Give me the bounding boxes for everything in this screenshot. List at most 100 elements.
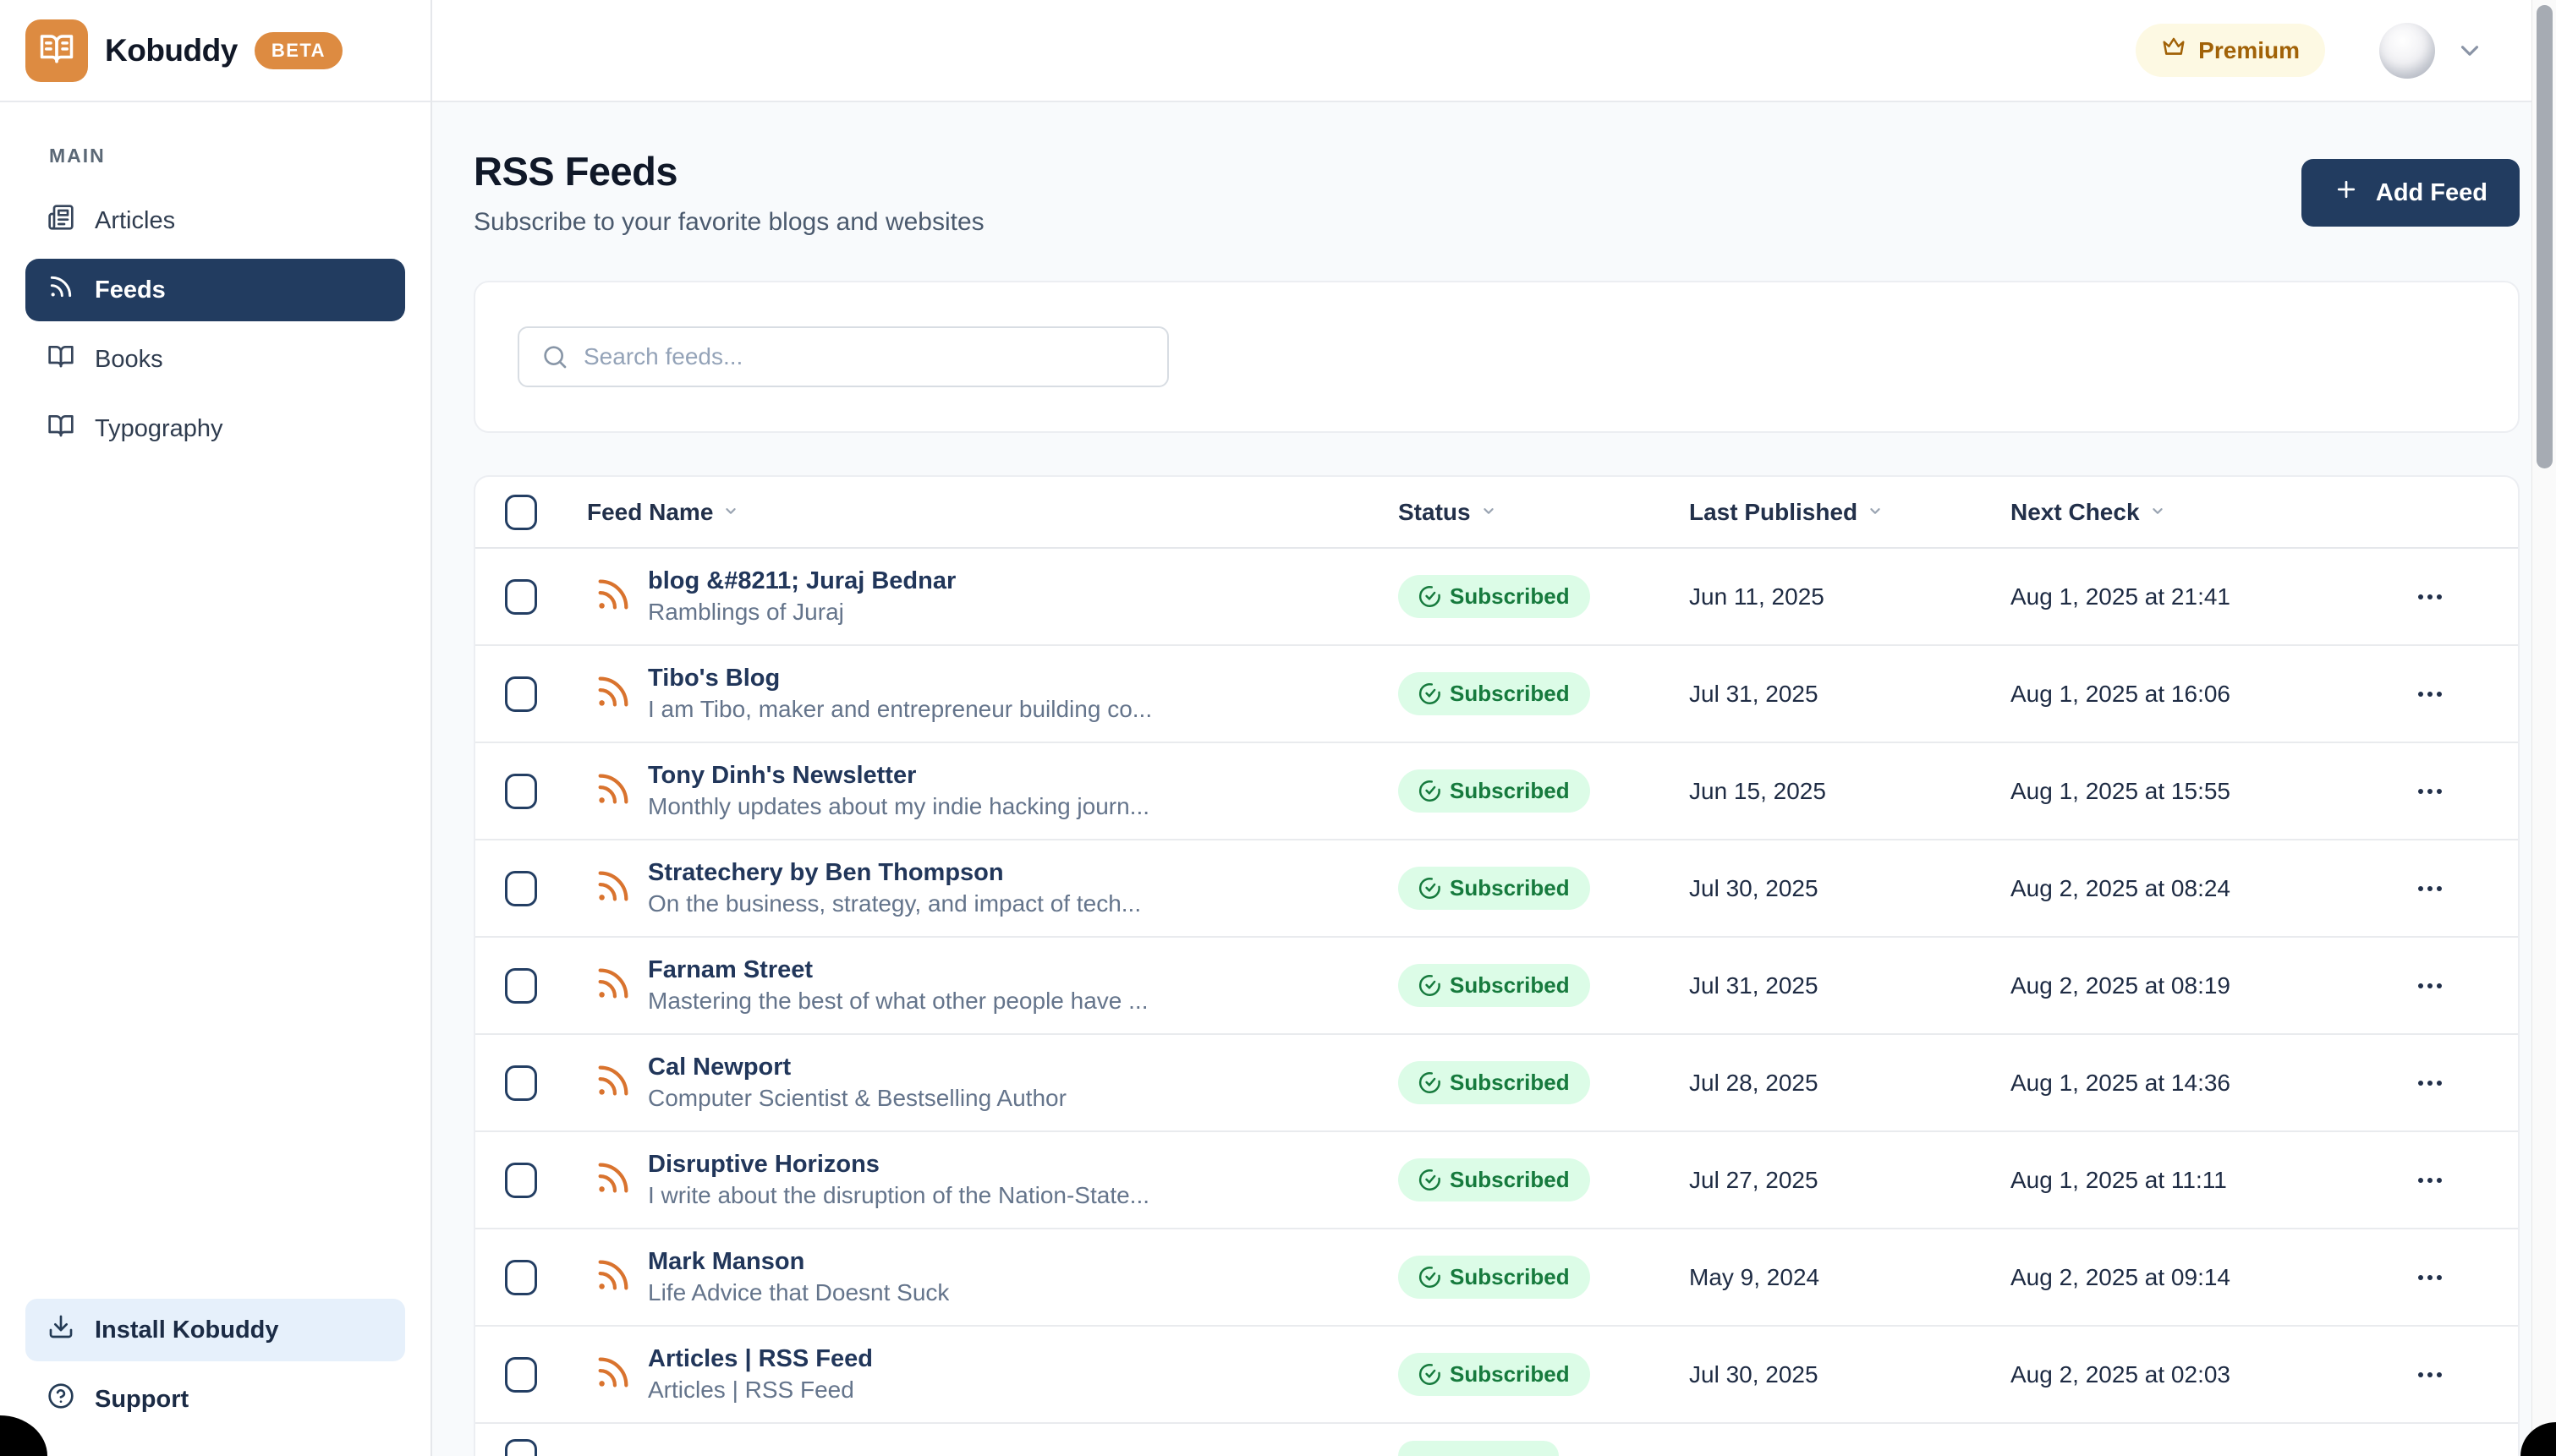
- table-row: Tibo's Blog I am Tibo, maker and entrepr…: [475, 646, 2518, 743]
- sidebar-item-label: Typography: [95, 414, 223, 442]
- footer-item-label: Install Kobuddy: [95, 1316, 279, 1344]
- sidebar-item-typography[interactable]: Typography: [25, 397, 405, 460]
- search-input[interactable]: [518, 326, 1169, 387]
- row-checkbox[interactable]: [505, 1356, 537, 1393]
- row-actions-button[interactable]: [2407, 583, 2453, 610]
- scrollbar-track[interactable]: [2531, 0, 2556, 1456]
- app-logo[interactable]: [25, 19, 88, 82]
- next-check: Aug 1, 2025 at 14:36: [2010, 1069, 2230, 1096]
- status-badge: Subscribed: [1398, 867, 1590, 910]
- search-card: [474, 281, 2520, 433]
- select-all-checkbox[interactable]: [505, 494, 537, 530]
- book-open-icon: [47, 412, 74, 446]
- rss-icon: [594, 575, 633, 618]
- feed-title[interactable]: Tibo's Blog: [648, 665, 781, 692]
- row-actions-button[interactable]: [2407, 1167, 2453, 1194]
- chevron-down-icon: [1866, 499, 1884, 526]
- row-checkbox[interactable]: [505, 967, 537, 1004]
- row-checkbox[interactable]: [505, 870, 537, 906]
- user-menu-chevron[interactable]: [2455, 36, 2484, 65]
- support-button[interactable]: Support: [25, 1368, 405, 1431]
- row-checkbox[interactable]: [505, 1162, 537, 1198]
- row-checkbox[interactable]: [505, 578, 537, 615]
- column-header-feed-name[interactable]: Feed Name: [587, 499, 1398, 526]
- feed-title[interactable]: Mark Manson: [648, 1248, 805, 1275]
- feed-title[interactable]: blog &#8211; Juraj Bednar: [648, 567, 957, 594]
- table-row: blog &#8211; Juraj Bednar Ramblings of J…: [475, 549, 2518, 646]
- page-title: RSS Feeds: [474, 149, 678, 194]
- scrollbar-thumb[interactable]: [2537, 5, 2553, 468]
- feed-description: Computer Scientist & Bestselling Author: [648, 1085, 1067, 1111]
- status-badge-label: Subscribed: [1450, 1167, 1570, 1192]
- sidebar-footer: Install Kobuddy Support: [0, 1299, 431, 1456]
- ellipsis-icon: [2416, 884, 2444, 894]
- install-kobuddy-button[interactable]: Install Kobuddy: [25, 1299, 405, 1361]
- premium-badge[interactable]: Premium: [2136, 24, 2325, 77]
- status-badge-label: Subscribed: [1450, 1361, 1570, 1387]
- table-row: Articles | RSS Feed Articles | RSS Feed …: [475, 1327, 2518, 1424]
- row-actions-button[interactable]: [2407, 1361, 2453, 1388]
- check-circle-icon: [1418, 682, 1441, 705]
- rss-icon: [594, 672, 633, 715]
- table-row: Disruptive Horizons I write about the di…: [475, 1132, 2518, 1229]
- content: RSS Feeds Subscribe to your favorite blo…: [432, 102, 2556, 1456]
- row-actions-button[interactable]: [2407, 681, 2453, 708]
- row-actions-button[interactable]: [2407, 1264, 2453, 1291]
- feed-rows: blog &#8211; Juraj Bednar Ramblings of J…: [475, 549, 2518, 1424]
- row-checkbox[interactable]: [505, 1439, 537, 1456]
- column-header-next-check[interactable]: Next Check: [2010, 499, 2395, 526]
- main-area: Premium RSS Feeds Subscribe to your favo…: [432, 0, 2556, 1456]
- row-actions-button[interactable]: [2407, 972, 2453, 999]
- ellipsis-icon: [2416, 592, 2444, 602]
- sidebar: Kobuddy BETA MAIN Articles Feeds: [0, 0, 432, 1456]
- status-badge-label: Subscribed: [1450, 875, 1570, 900]
- logo-row: Kobuddy BETA: [0, 0, 431, 102]
- check-circle-icon: [1418, 1071, 1441, 1094]
- feed-title[interactable]: Tony Dinh's Newsletter: [648, 762, 917, 789]
- feed-title[interactable]: Disruptive Horizons: [648, 1151, 880, 1178]
- check-circle-icon: [1418, 1169, 1441, 1191]
- sidebar-item-books[interactable]: Books: [25, 328, 405, 391]
- row-checkbox[interactable]: [505, 1065, 537, 1101]
- column-header-last-published[interactable]: Last Published: [1689, 499, 2010, 526]
- table-row-partial: [475, 1424, 2518, 1456]
- avatar[interactable]: [2379, 22, 2435, 79]
- sidebar-item-articles[interactable]: Articles: [25, 189, 405, 252]
- next-check: Aug 2, 2025 at 08:24: [2010, 874, 2230, 901]
- status-badge: Subscribed: [1398, 964, 1590, 1007]
- sidebar-item-label: Feeds: [95, 276, 166, 304]
- ellipsis-icon: [2416, 1273, 2444, 1283]
- row-actions-button[interactable]: [2407, 778, 2453, 805]
- last-published: Jul 30, 2025: [1689, 874, 1818, 901]
- row-checkbox[interactable]: [505, 676, 537, 712]
- feed-title[interactable]: Stratechery by Ben Thompson: [648, 859, 1004, 886]
- sidebar-item-feeds[interactable]: Feeds: [25, 259, 405, 321]
- feed-description: Monthly updates about my indie hacking j…: [648, 793, 1150, 819]
- feed-title[interactable]: Cal Newport: [648, 1054, 792, 1081]
- last-published: Jul 27, 2025: [1689, 1166, 1818, 1193]
- feed-description: Life Advice that Doesnt Suck: [648, 1279, 950, 1305]
- status-badge: Subscribed: [1398, 1158, 1590, 1201]
- ellipsis-icon: [2416, 689, 2444, 699]
- row-checkbox[interactable]: [505, 773, 537, 809]
- table-row: Stratechery by Ben Thompson On the busin…: [475, 840, 2518, 938]
- topbar: Premium: [432, 0, 2556, 102]
- feed-title[interactable]: Articles | RSS Feed: [648, 1345, 873, 1372]
- column-header-status[interactable]: Status: [1398, 499, 1689, 526]
- sidebar-spacer: [0, 467, 431, 1299]
- next-check: Aug 1, 2025 at 16:06: [2010, 680, 2230, 707]
- add-feed-button[interactable]: Add Feed: [2301, 159, 2520, 227]
- status-badge-label: Subscribed: [1450, 1070, 1570, 1095]
- row-actions-button[interactable]: [2407, 875, 2453, 902]
- status-badge: Subscribed: [1398, 575, 1590, 618]
- check-circle-icon: [1418, 877, 1441, 900]
- row-actions-button[interactable]: [2407, 1070, 2453, 1097]
- chevron-down-icon: [721, 499, 740, 526]
- row-checkbox[interactable]: [505, 1259, 537, 1295]
- feed-title[interactable]: Farnam Street: [648, 956, 814, 983]
- status-badge: Subscribed: [1398, 1061, 1590, 1104]
- download-icon: [47, 1313, 74, 1347]
- feed-description: On the business, strategy, and impact of…: [648, 890, 1142, 917]
- rss-icon: [594, 964, 633, 1007]
- status-badge: Subscribed: [1398, 769, 1590, 813]
